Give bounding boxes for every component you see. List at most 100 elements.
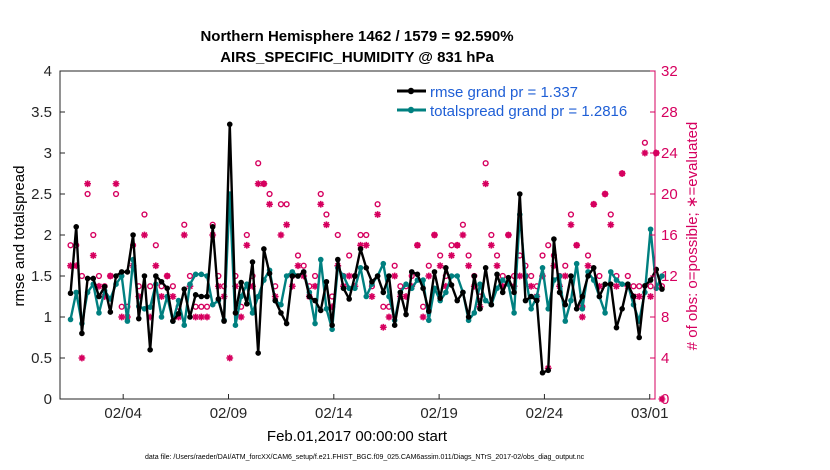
evaluated-point <box>453 241 461 249</box>
rmse-point <box>420 285 426 292</box>
totalspread-point <box>613 277 620 283</box>
evaluated-point <box>590 200 598 208</box>
evaluated-point <box>647 293 654 300</box>
evaluated-point <box>89 252 97 259</box>
rmse-point <box>397 289 404 296</box>
rmse-point <box>659 286 665 292</box>
possible-point <box>607 211 614 218</box>
evaluated-point <box>197 313 205 321</box>
evaluated-point <box>431 231 438 239</box>
rmse-point <box>329 322 335 329</box>
possible-point <box>152 242 159 249</box>
possible-point <box>493 252 501 259</box>
evaluated-point <box>362 241 370 249</box>
left-tick-label: 4 <box>44 63 52 80</box>
rmse-point <box>175 310 182 317</box>
possible-point <box>562 262 569 269</box>
possible-point <box>186 272 194 280</box>
rmse-point <box>522 297 529 304</box>
right-axis: 0 4 8 12 16 20 24 28 32 <box>650 63 678 408</box>
rmse-point <box>118 269 125 275</box>
left-tick-label: 2.5 <box>31 186 52 203</box>
totalspread-point <box>562 318 569 324</box>
rmse-point <box>340 285 347 292</box>
rmse-point <box>437 295 443 301</box>
rmse-point <box>477 306 483 312</box>
totalspread-point <box>118 273 125 279</box>
totalspread-point <box>443 289 449 296</box>
x-tick-label: 02/14 <box>315 405 353 422</box>
possible-point <box>346 252 353 259</box>
possible-point <box>198 303 205 310</box>
totalspread-point <box>323 306 330 312</box>
rmse-point <box>386 273 392 279</box>
rmse-point <box>511 289 517 296</box>
totalspread-point <box>425 317 432 324</box>
totalspread-point <box>209 301 216 308</box>
x-tick-label: 02/04 <box>104 405 142 422</box>
totalspread-point <box>534 293 540 300</box>
evaluated-point <box>618 170 626 177</box>
possible-point <box>380 303 387 310</box>
totalspread-point <box>289 269 296 275</box>
evaluated-point <box>470 282 478 290</box>
possible-point <box>181 221 188 228</box>
legend-spread-marker <box>407 106 415 114</box>
totalspread-point <box>528 306 534 312</box>
rmse-point <box>204 293 210 300</box>
right-tick-label: 20 <box>661 186 678 203</box>
rmse-point <box>505 274 512 281</box>
evaluated-point <box>158 293 165 300</box>
totalspread-point <box>499 277 506 283</box>
rmse-point <box>431 269 438 275</box>
rmse-point <box>164 285 171 292</box>
evaluated-point <box>192 313 200 321</box>
rmse-point <box>317 307 324 314</box>
evaluated-point <box>465 262 473 270</box>
evaluated-point <box>414 241 421 249</box>
rmse-point <box>209 224 216 230</box>
rmse-point <box>90 275 97 282</box>
totalspread-point <box>175 297 182 304</box>
possible-point <box>317 190 324 198</box>
rmse-point <box>363 265 370 271</box>
possible-point <box>459 221 467 228</box>
evaluated-point <box>499 282 507 290</box>
totalspread-point <box>96 310 102 316</box>
possible-point <box>357 231 364 239</box>
rmse-point <box>448 282 455 288</box>
rmse-point <box>408 269 415 275</box>
rmse-point <box>130 232 136 238</box>
evaluated-point <box>78 354 86 362</box>
x-tick-label: 02/19 <box>420 405 458 422</box>
rmse-point <box>545 367 552 374</box>
totalspread-point <box>454 273 461 279</box>
rmse-point <box>272 297 279 304</box>
evaluated-point <box>175 313 182 321</box>
x-axis-label: Feb.01,2017 00:00:00 start <box>267 428 448 445</box>
rmse-point <box>101 283 108 290</box>
possible-point <box>641 139 648 146</box>
evaluated-point <box>607 221 615 229</box>
evaluated-point <box>203 313 211 321</box>
legend-rmse-marker <box>407 87 415 95</box>
rmse-point <box>79 330 85 337</box>
possible-point <box>294 252 302 259</box>
rmse-point <box>585 273 591 279</box>
evaluated-point <box>357 241 364 249</box>
evaluated-point <box>505 231 512 239</box>
rmse-point <box>158 278 165 285</box>
x-tick-label: 02/24 <box>526 405 564 422</box>
evaluated-point <box>448 252 455 259</box>
rmse-point <box>192 292 199 298</box>
right-tick-label: 16 <box>661 227 678 244</box>
rmse-point <box>625 281 631 288</box>
rmse-point <box>528 293 534 300</box>
footer-datafile: data file: /Users/raeder/DAI/ATM_forcXX/… <box>145 454 585 461</box>
evaluated-point <box>323 221 330 229</box>
possible-point <box>95 272 103 280</box>
possible-point <box>334 231 341 239</box>
rmse-point <box>221 318 227 324</box>
evaluated-point <box>328 303 336 311</box>
possible-point <box>283 201 290 208</box>
